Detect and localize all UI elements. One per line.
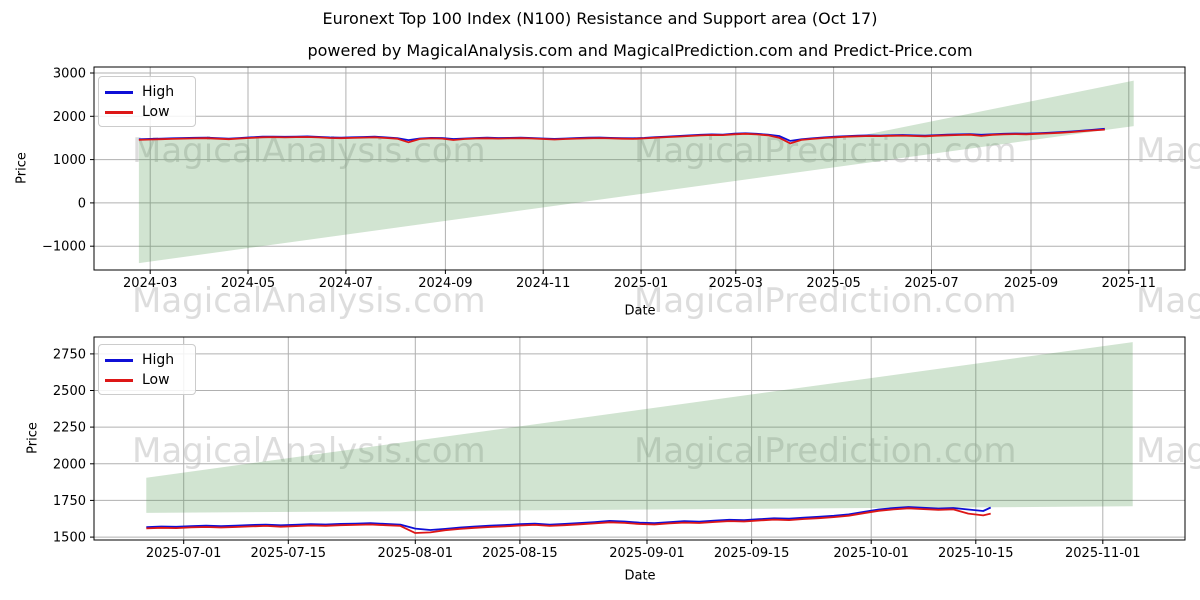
x-tick-label: 2024-11 [516, 276, 570, 291]
low-line [146, 507, 991, 534]
x-tick-label: 2025-08-15 [482, 546, 558, 561]
x-tick-label: 2024-07 [319, 276, 373, 291]
x-tick-label: 2025-10-01 [833, 546, 909, 561]
x-tick-label: 2025-09 [1004, 276, 1058, 291]
x-tick-label: 2025-11 [1102, 276, 1156, 291]
axes-border [93, 336, 1186, 541]
legend-entry-low: Low [105, 102, 189, 122]
low-line-swatch [105, 110, 133, 114]
x-tick-label: 2024-05 [221, 276, 275, 291]
legend-entry-high: High [105, 82, 189, 102]
y-tick-label: 2750 [53, 347, 86, 362]
high-line-swatch [105, 90, 133, 94]
x-tick-label: 2025-09-01 [609, 546, 685, 561]
support-resistance-band [146, 342, 1133, 513]
low-line [138, 128, 1105, 145]
y-tick-label: 3000 [53, 67, 86, 82]
legend-entry-low: Low [105, 370, 189, 390]
x-tick-label: 2024-03 [123, 276, 177, 291]
x-tick-label: 2025-08-01 [378, 546, 454, 561]
bottom-chart-legend: High Low [98, 344, 196, 395]
x-tick-label: 2025-01 [614, 276, 668, 291]
x-tick-label: 2025-07 [904, 276, 958, 291]
legend-label-high: High [142, 352, 175, 368]
legend-label-low: Low [142, 372, 170, 388]
high-line [146, 506, 992, 531]
x-tick-label: 2025-07-01 [146, 546, 222, 561]
x-tick-label: 2025-03 [709, 276, 763, 291]
y-tick-label: 2000 [53, 110, 86, 125]
x-tick-label: 2025-11-01 [1065, 546, 1141, 561]
figure-subtitle: powered by MagicalAnalysis.com and Magic… [307, 41, 973, 60]
x-tick-label: 2025-10-15 [938, 546, 1014, 561]
y-tick-label: 0 [78, 196, 86, 211]
figure-title: Euronext Top 100 Index (N100) Resistance… [322, 9, 878, 28]
y-tick-label: 2250 [53, 421, 86, 436]
support-resistance-band [138, 80, 1134, 264]
top-chart-ylabel: Price [14, 152, 30, 184]
bottom-chart-xlabel: Date [624, 568, 656, 584]
x-tick-label: 2025-09-15 [714, 546, 790, 561]
bottom-chart-ylabel: Price [25, 422, 41, 454]
axes-border [93, 66, 1186, 271]
legend-label-low: Low [142, 104, 170, 120]
legend-entry-high: High [105, 350, 189, 370]
top-chart-legend: High Low [98, 76, 196, 127]
x-tick-label: 2025-05 [806, 276, 860, 291]
y-tick-label: −1000 [42, 240, 86, 255]
y-tick-label: 1750 [53, 494, 86, 509]
y-tick-label: 2000 [53, 457, 86, 472]
y-tick-label: 2500 [53, 384, 86, 399]
x-tick-label: 2025-07-15 [251, 546, 327, 561]
y-tick-label: 1000 [53, 153, 86, 168]
low-line-swatch [105, 378, 133, 382]
high-line-swatch [105, 358, 133, 362]
top-chart-xlabel: Date [624, 303, 656, 319]
legend-label-high: High [142, 84, 175, 100]
x-tick-label: 2024-09 [418, 276, 472, 291]
y-tick-label: 1500 [53, 531, 86, 546]
